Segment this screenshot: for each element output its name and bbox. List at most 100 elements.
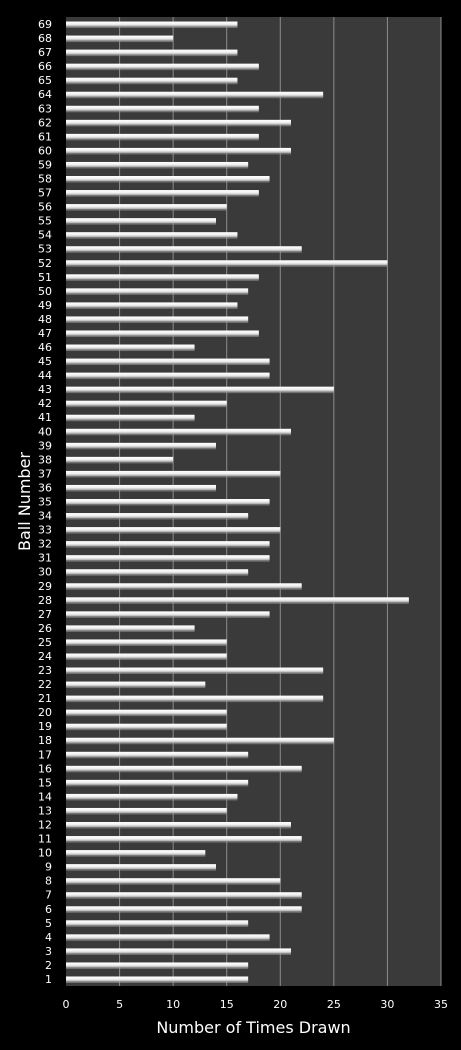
y-tick-label: 69	[38, 18, 52, 31]
x-tick-label: 0	[63, 998, 70, 1011]
y-tick-label: 42	[38, 397, 52, 410]
y-tick-label: 33	[38, 524, 52, 537]
bar-ball-17	[66, 751, 249, 757]
x-axis-title: Number of Times Drawn	[156, 1018, 350, 1037]
y-tick-label: 36	[38, 481, 52, 494]
y-tick-label: 63	[38, 102, 52, 115]
x-tick-label: 15	[220, 998, 234, 1011]
y-tick-label: 61	[38, 130, 52, 143]
y-tick-label: 14	[38, 790, 52, 803]
x-tick-label: 25	[327, 998, 341, 1011]
bar-ball-41	[66, 414, 195, 420]
bar-ball-13	[66, 807, 227, 813]
y-tick-label: 54	[38, 229, 52, 242]
bar-ball-65	[66, 77, 238, 83]
y-tick-label: 65	[38, 74, 52, 87]
y-tick-label: 18	[38, 734, 52, 747]
bar-ball-52	[66, 260, 388, 266]
x-tick-label: 5	[116, 998, 123, 1011]
bar-ball-14	[66, 793, 238, 799]
y-tick-label: 32	[38, 538, 52, 551]
bar-ball-18	[66, 737, 334, 743]
y-tick-label: 26	[38, 622, 52, 635]
y-tick-label: 38	[38, 453, 52, 466]
y-tick-label: 53	[38, 243, 52, 256]
bar-ball-33	[66, 527, 281, 533]
y-tick-label: 27	[38, 608, 52, 621]
y-tick-label: 60	[38, 144, 52, 157]
bar-ball-46	[66, 344, 195, 350]
bar-ball-10	[66, 850, 206, 856]
y-axis-title: Ball Number	[15, 452, 34, 551]
y-tick-label: 6	[45, 903, 52, 916]
y-tick-label: 55	[38, 215, 52, 228]
bar-ball-5	[66, 920, 249, 926]
y-tick-label: 50	[38, 285, 52, 298]
y-tick-label: 31	[38, 552, 52, 565]
y-tick-labels: 1234567891011121314151617181920212223242…	[38, 18, 52, 986]
bar-ball-63	[66, 105, 259, 111]
bar-ball-16	[66, 765, 302, 771]
y-tick-label: 40	[38, 425, 52, 438]
y-tick-label: 68	[38, 32, 52, 45]
y-tick-label: 4	[45, 931, 52, 944]
bar-ball-45	[66, 358, 270, 364]
y-tick-label: 34	[38, 510, 52, 523]
y-tick-label: 39	[38, 439, 52, 452]
y-tick-label: 20	[38, 706, 52, 719]
bar-ball-15	[66, 779, 249, 785]
y-tick-label: 12	[38, 819, 52, 832]
y-tick-label: 5	[45, 917, 52, 930]
bar-ball-54	[66, 232, 238, 238]
y-tick-label: 8	[45, 875, 52, 888]
bar-ball-48	[66, 316, 249, 322]
y-tick-label: 47	[38, 327, 52, 340]
bar-ball-59	[66, 161, 249, 167]
x-tick-label: 20	[273, 998, 287, 1011]
bar-ball-49	[66, 302, 238, 308]
bar-ball-11	[66, 836, 302, 842]
bar-ball-30	[66, 569, 249, 575]
y-tick-label: 64	[38, 88, 52, 101]
y-tick-label: 1	[45, 973, 52, 986]
bar-ball-27	[66, 611, 270, 617]
bar-ball-1	[66, 976, 249, 982]
x-tick-label: 35	[434, 998, 448, 1011]
bar-ball-50	[66, 288, 249, 294]
bar-ball-43	[66, 386, 334, 392]
bar-ball-61	[66, 133, 259, 139]
bar-ball-38	[66, 456, 174, 462]
y-tick-label: 22	[38, 678, 52, 691]
y-tick-label: 62	[38, 116, 52, 129]
y-tick-label: 58	[38, 173, 52, 186]
bar-ball-29	[66, 583, 302, 589]
bar-ball-51	[66, 274, 259, 280]
bar-ball-57	[66, 190, 259, 196]
bar-ball-60	[66, 147, 291, 153]
bars	[66, 21, 409, 983]
y-tick-label: 57	[38, 187, 52, 200]
bar-ball-47	[66, 330, 259, 336]
bar-ball-64	[66, 91, 324, 97]
bar-ball-53	[66, 246, 302, 252]
bar-ball-66	[66, 63, 259, 69]
y-tick-label: 49	[38, 299, 52, 312]
x-tick-labels: 0 5 10 15 20 25 30 35	[63, 998, 449, 1011]
y-tick-label: 24	[38, 650, 52, 663]
bar-ball-37	[66, 470, 281, 476]
bar-ball-35	[66, 499, 270, 504]
y-tick-label: 66	[38, 60, 52, 73]
bar-ball-34	[66, 513, 249, 519]
bar-ball-62	[66, 119, 291, 125]
bar-ball-2	[66, 962, 249, 968]
x-tick-label: 30	[380, 998, 394, 1011]
y-tick-label: 23	[38, 664, 52, 677]
bar-ball-12	[66, 822, 291, 827]
bar-ball-58	[66, 176, 270, 181]
bar-ball-24	[66, 653, 227, 659]
y-tick-label: 52	[38, 257, 52, 270]
bar-ball-40	[66, 428, 291, 434]
y-tick-label: 3	[45, 945, 52, 958]
y-tick-label: 7	[45, 889, 52, 902]
